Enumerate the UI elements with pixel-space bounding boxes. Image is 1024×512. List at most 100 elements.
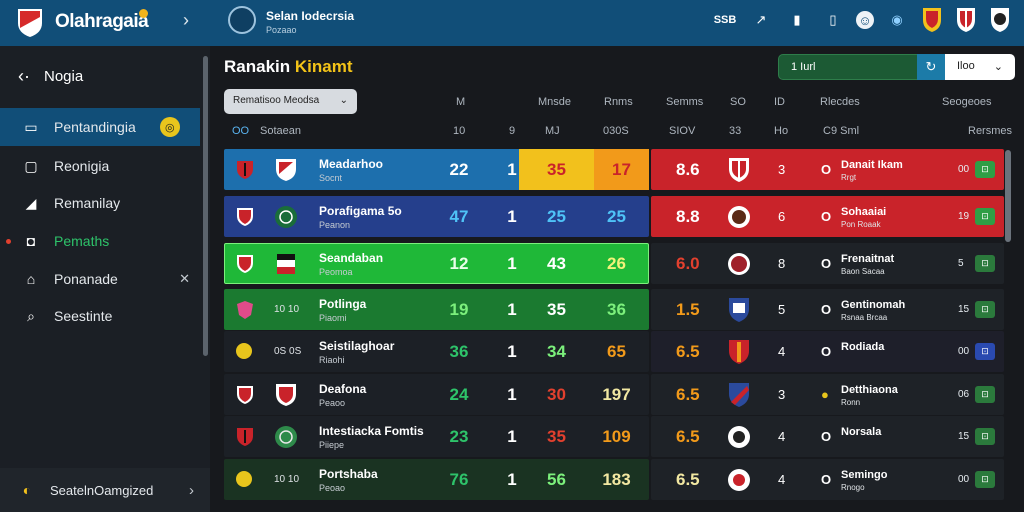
opponent-shield-icon xyxy=(729,340,749,364)
shield-icon[interactable] xyxy=(954,6,978,34)
monitor-icon: ▢ xyxy=(24,157,38,174)
table-row[interactable]: 10 10 Portshaba Peoao 76 1 56 183 6.5 4 … xyxy=(224,459,1004,500)
subheader: 10 xyxy=(453,125,466,137)
trend-value: 15 xyxy=(958,431,970,442)
table-scrollbar[interactable] xyxy=(1005,150,1011,242)
club-shield-icon xyxy=(237,255,253,273)
sidebar-item-label: Seestinte xyxy=(54,308,113,324)
opponent-marker: O xyxy=(821,162,832,177)
shield-logo-icon[interactable] xyxy=(16,6,44,38)
sidebar-scrollbar[interactable] xyxy=(203,56,208,356)
cell-b: 1 xyxy=(507,253,517,273)
back-button[interactable]: ‹· Nogia xyxy=(18,66,83,87)
stats-icon[interactable]: ↗ xyxy=(755,12,767,27)
subheader: OO xyxy=(232,125,250,137)
notification-badge xyxy=(139,9,148,18)
sidebar-item-remanilay[interactable]: ◢ Remanilay xyxy=(0,184,200,222)
bars-icon[interactable]: ▮ xyxy=(793,12,801,27)
close-icon[interactable]: ✕ xyxy=(179,271,190,286)
trend-button[interactable]: ⊡ xyxy=(975,343,995,360)
opponent-name: Sohaaiai xyxy=(841,206,887,218)
subheader: MJ xyxy=(545,125,560,137)
column-header[interactable]: ID xyxy=(774,96,785,108)
sidebar-item-label: Pentandingia xyxy=(54,119,136,135)
sidebar-item-label: Ponanade xyxy=(54,271,118,287)
refresh-icon[interactable]: ↻ xyxy=(917,54,945,80)
trend-button[interactable]: ⊡ xyxy=(975,428,995,445)
club-shield-icon xyxy=(237,301,253,319)
column-header[interactable]: SO xyxy=(730,96,746,108)
top-bar: Olahragaia › Selan Iodecrsia Pozaao SSB … xyxy=(0,0,1024,46)
table-row[interactable]: 35 17 Meadarhoo Socnt 22 1 8.6 3 O Danai… xyxy=(224,149,1004,190)
cell-b: 1 xyxy=(507,384,517,404)
opponent-sub: Rrgt xyxy=(841,173,857,182)
sidebar: ‹· Nogia ▭ Pentandingia ◎ ▢ Reonigia ◢ R… xyxy=(0,46,210,512)
shield-icon: ◘ xyxy=(26,233,36,249)
cell-c: 34 xyxy=(547,341,566,361)
team-code: 10 10 xyxy=(274,304,300,315)
trend-button[interactable]: ⊡ xyxy=(975,208,995,225)
table-row[interactable]: Porafigama 5o Peanon 47 1 25 25 8.8 6 O … xyxy=(224,196,1004,237)
filter-dropdown[interactable]: Rematisoo Meodsa ⌄ xyxy=(224,89,357,114)
opponent-name: Rodiada xyxy=(841,341,885,353)
opponent-shield-icon xyxy=(729,158,749,182)
cell-d: 183 xyxy=(602,469,631,489)
opponent-name: Gentinomah xyxy=(841,299,906,311)
column-header[interactable]: Mnsde xyxy=(538,96,572,108)
search-input[interactable]: 1 Iurl xyxy=(778,54,918,80)
position: 3 xyxy=(778,387,786,402)
opponent-sub: Ronn xyxy=(841,398,861,407)
cell-d: 65 xyxy=(607,341,626,361)
trend-button[interactable]: ⊡ xyxy=(975,301,995,318)
trend-button[interactable]: ⊡ xyxy=(975,386,995,403)
team-flag-icon xyxy=(277,254,295,274)
trend-value: 15 xyxy=(958,304,970,315)
page-title-accent: Kinamt xyxy=(294,57,353,76)
column-header[interactable]: Seogeoes xyxy=(942,96,992,108)
cell-a: 76 xyxy=(449,469,469,489)
trend-button[interactable]: ⊡ xyxy=(975,471,995,488)
column-header[interactable]: Rlecdes xyxy=(820,96,860,108)
rating: 8.8 xyxy=(676,206,700,226)
table-row[interactable]: Seandaban Peomoa 12 1 43 26 6.0 8 O Fren… xyxy=(224,243,1004,284)
ssb-icon[interactable]: SSB xyxy=(713,14,737,26)
cell-c: 43 xyxy=(547,253,566,273)
face-icon[interactable]: ☺ xyxy=(856,11,874,29)
table-row[interactable]: Intestiacka Fomtis Piiepe 23 1 35 109 6.… xyxy=(224,416,1004,457)
chevron-right-icon[interactable]: › xyxy=(183,10,189,30)
coin-icon xyxy=(236,471,252,487)
sidebar-bottom-item[interactable]: ◐ SeatelnOamgized › xyxy=(0,468,210,512)
column-header[interactable]: Rnms xyxy=(604,96,633,108)
subheader: C9 Sml xyxy=(823,125,860,137)
opponent-sub: Pon Roaak xyxy=(841,220,881,229)
globe-icon[interactable]: ◉ xyxy=(891,12,903,27)
sidebar-item-seestinte[interactable]: ⌕ Seestinte xyxy=(0,297,200,335)
opponent-sub: Baon Sacaa xyxy=(841,267,885,276)
table-row[interactable]: Deafona Peaoo 24 1 30 197 6.5 3 ● Detthi… xyxy=(224,374,1004,415)
club-icon[interactable] xyxy=(988,6,1012,34)
table-row[interactable]: 10 10 Potlinga Piaomi 19 1 35 36 1.5 5 O… xyxy=(224,289,1004,330)
flag-icon[interactable] xyxy=(920,6,944,34)
position: 8 xyxy=(778,256,786,271)
sidebar-item-pentandingia[interactable]: ▭ Pentandingia ◎ xyxy=(0,108,200,146)
sidebar-item-ponanade[interactable]: ⌂ Ponanade ✕ xyxy=(0,260,200,298)
sidebar-item-reonigia[interactable]: ▢ Reonigia xyxy=(0,147,200,185)
subheader: 030S xyxy=(603,125,629,137)
opponent-marker: O xyxy=(821,429,832,444)
chevron-down-icon: ⌄ xyxy=(339,95,348,106)
view-select[interactable]: Iloo ⌄ xyxy=(945,54,1015,80)
table-row[interactable]: 0S 0S Seistilaghoar Riaohi 36 1 34 65 6.… xyxy=(224,331,1004,372)
opponent-ball-icon xyxy=(728,426,750,448)
opponent-name: Semingo xyxy=(841,469,888,481)
phone-icon[interactable]: ▯ xyxy=(829,12,837,27)
column-header[interactable]: M xyxy=(456,96,466,108)
sidebar-item-pemaths[interactable]: ◘ Pemaths xyxy=(0,222,200,260)
column-header[interactable]: Semms xyxy=(666,96,704,108)
position: 4 xyxy=(778,429,786,444)
cell-a: 19 xyxy=(449,299,469,319)
trend-button[interactable]: ⊡ xyxy=(975,255,995,272)
cell-b: 1 xyxy=(507,341,517,361)
trend-button[interactable]: ⊡ xyxy=(975,161,995,178)
league-title: Selan Iodecrsia xyxy=(266,9,355,23)
main-panel: Ranakin Kinamt 1 Iurl ↻ Iloo ⌄ Rematisoo… xyxy=(210,46,1024,512)
